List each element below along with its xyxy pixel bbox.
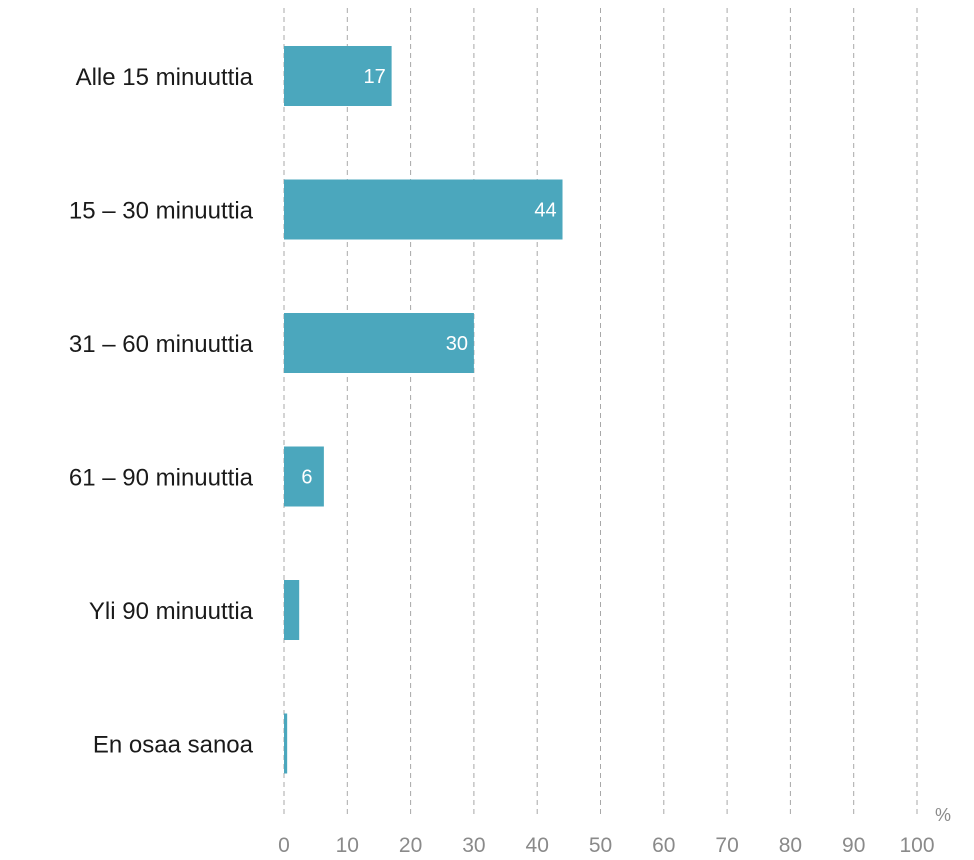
data-label: 17	[363, 66, 385, 88]
x-tick-label: 70	[715, 834, 738, 857]
x-tick-label: 50	[589, 834, 612, 857]
x-tick-label: 30	[462, 834, 485, 857]
bars	[284, 46, 563, 774]
data-label: 44	[534, 200, 556, 222]
data-label: 30	[446, 333, 468, 355]
category-label: 15 – 30 minuuttia	[69, 198, 254, 225]
x-tick-label: 40	[526, 834, 549, 857]
category-label: 61 – 90 minuuttia	[69, 465, 254, 492]
x-tick-label: 60	[652, 834, 675, 857]
category-label: Alle 15 minuuttia	[76, 64, 254, 91]
x-tick-label: 90	[842, 834, 865, 857]
category-labels: Alle 15 minuuttia 15 – 30 minuuttia 31 – 6…	[69, 64, 254, 759]
category-label: En osaa sanoa	[93, 732, 254, 759]
x-tick-label: 100	[899, 834, 934, 857]
bar	[284, 713, 288, 774]
bar	[284, 446, 324, 507]
bar	[284, 313, 474, 373]
data-label: 6	[301, 467, 312, 489]
x-tick-label: 0	[278, 834, 290, 857]
bar	[284, 179, 563, 240]
x-tick-label: 80	[779, 834, 802, 857]
category-label: Yli 90 minuuttia	[89, 598, 254, 625]
bar	[284, 46, 392, 106]
category-label: 31 – 60 minuuttia	[69, 331, 254, 358]
x-tick-label: 10	[336, 834, 359, 857]
grid-lines	[283, 8, 918, 815]
data-labels: 17 44 30 6	[301, 66, 556, 489]
x-tick-label: 20	[399, 834, 422, 857]
bar	[284, 580, 300, 640]
x-tick-labels: 0 10 20 30 40 50 60 70 80 90 100	[278, 834, 934, 857]
x-unit-label: %	[935, 805, 951, 825]
